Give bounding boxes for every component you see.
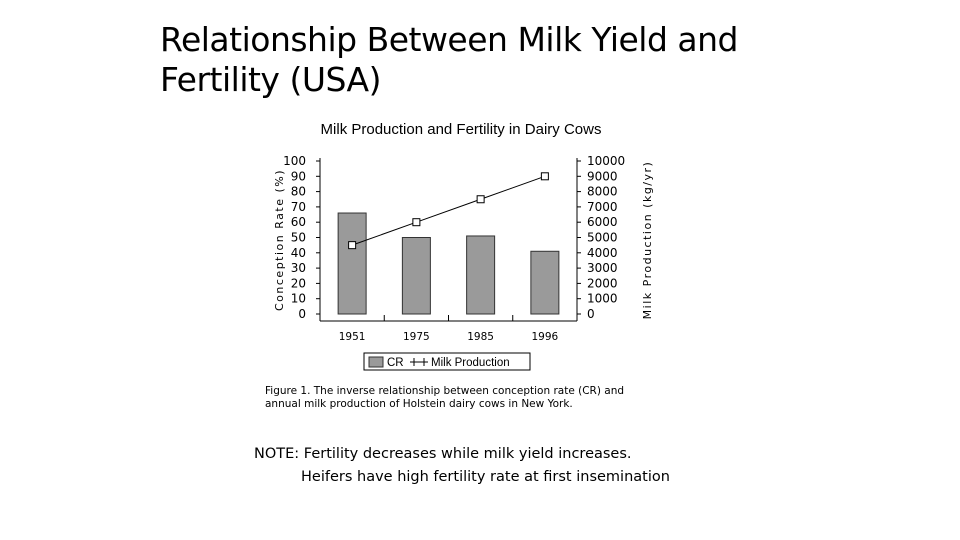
note-text: NOTE: Fertility decreases while milk yie… — [254, 443, 670, 489]
slide-title-line-1: Relationship Between Milk Yield and — [160, 20, 739, 59]
y-tick-label-right: 3000 — [587, 261, 618, 275]
line-milk-production — [351, 175, 546, 246]
y-tick-label-right: 8000 — [587, 185, 618, 199]
y-tick-label-right: 5000 — [587, 231, 618, 245]
y-tick-label-left: 0 — [298, 307, 306, 321]
y-tick-label-left: 50 — [291, 231, 306, 245]
y-tick-label-right: 10000 — [587, 154, 625, 168]
axis-tick-labels: 0102030405060708090100010002000300040005… — [283, 154, 625, 343]
y-tick-label-right: 1000 — [587, 292, 618, 306]
y-tick-label-left: 10 — [291, 292, 306, 306]
line-series-milk — [348, 172, 549, 250]
x-tick-label: 1975 — [403, 331, 430, 343]
y-tick-label-left: 100 — [283, 154, 306, 168]
figure-caption: Figure 1. The inverse relationship betwe… — [265, 385, 685, 411]
chart-legend: CR Milk Production — [363, 352, 531, 371]
y-tick-label-left: 30 — [291, 261, 306, 275]
y-axis-label-left: Conception Rate (%) — [273, 169, 286, 311]
y-axis-label-right: Milk Production (kg/yr) — [641, 161, 654, 320]
y-tick-label-right: 6000 — [587, 215, 618, 229]
legend-swatch-cr — [368, 356, 384, 368]
point-milk-production — [412, 218, 421, 227]
y-tick-label-right: 9000 — [587, 169, 618, 183]
note-line-2: Heifers have high fertility rate at firs… — [301, 469, 670, 485]
caption-line-1: Figure 1. The inverse relationship betwe… — [265, 385, 625, 397]
chart-title: Milk Production and Fertility in Dairy C… — [321, 121, 602, 138]
legend-label-milk: Milk Production — [431, 357, 510, 369]
point-milk-production — [348, 241, 357, 250]
y-tick-label-right: 0 — [587, 307, 595, 321]
y-tick-label-left: 60 — [291, 215, 306, 229]
y-tick-label-right: 2000 — [587, 276, 618, 290]
slide-title: Relationship Between Milk Yield and Fert… — [160, 20, 800, 100]
bar-cr — [530, 250, 560, 315]
bar-cr — [401, 237, 431, 315]
x-tick-label: 1996 — [532, 331, 559, 343]
y-tick-label-right: 4000 — [587, 246, 618, 260]
point-milk-production — [476, 195, 485, 204]
y-tick-label-left: 80 — [291, 185, 306, 199]
x-tick-label: 1985 — [467, 331, 494, 343]
note-line-1: NOTE: Fertility decreases while milk yie… — [254, 446, 632, 462]
slide-title-line-2: Fertility (USA) — [160, 60, 382, 99]
caption-line-2: annual milk production of Holstein dairy… — [265, 398, 573, 410]
x-tick-label: 1951 — [339, 331, 366, 343]
chart-axes — [316, 158, 581, 322]
y-tick-label-left: 40 — [291, 246, 306, 260]
y-tick-label-left: 70 — [291, 200, 306, 214]
y-tick-label-left: 20 — [291, 276, 306, 290]
legend-label-cr: CR — [387, 357, 404, 369]
bar-series-cr — [337, 212, 560, 315]
y-tick-label-left: 90 — [291, 169, 306, 183]
y-tick-label-right: 7000 — [587, 200, 618, 214]
legend-box — [363, 352, 531, 371]
bar-cr — [466, 235, 496, 315]
bar-cr — [337, 212, 367, 315]
point-milk-production — [540, 172, 549, 181]
